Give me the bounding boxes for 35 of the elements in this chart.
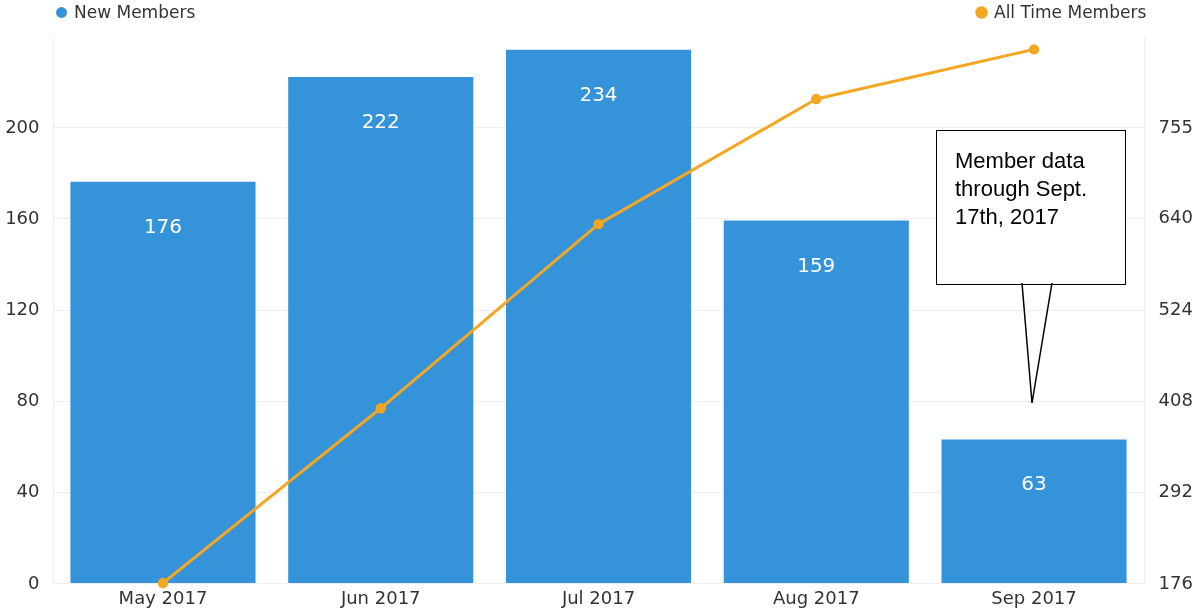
bar [70,181,256,583]
bar [723,220,909,583]
point [375,403,386,414]
y-tick-label: 40 [16,480,40,502]
y2-tick-label: 176 [1158,571,1193,593]
x-tick-label: May 2017 [118,586,208,608]
y2-tick-label: 524 [1158,297,1193,319]
bar [288,77,474,583]
point [157,577,169,589]
y2-tick-label: 408 [1158,388,1193,410]
data-label: 63 [1021,471,1047,496]
y2-tick-label: 755 [1158,115,1193,137]
data-label: 234 [579,81,618,106]
point [811,93,822,105]
y-tick-label: 80 [16,389,40,411]
x-tick-label: Jul 2017 [560,586,636,608]
annotation: Member data through Sept. 17th, 2017 [936,130,1126,285]
y-tick-label: 160 [5,206,40,228]
data-label: 222 [361,109,400,134]
y-tick-label: 200 [5,115,40,137]
x-tick-label: Aug 2017 [772,586,860,608]
y2-tick-label: 292 [1158,480,1193,502]
y2-tick-label: 640 [1158,206,1193,228]
point [1028,44,1040,55]
legend-label: New Members [74,1,196,22]
x-tick-label: Sep 2017 [991,586,1077,608]
bar [941,439,1127,583]
bar [505,49,692,583]
y-tick-label: 120 [5,298,40,319]
data-label: 159 [797,252,836,277]
y-tick-label: 0 [28,571,40,593]
x-tick-label: Jun 2017 [339,586,421,608]
data-label: 176 [143,213,183,238]
legend-label: All Time Members [994,1,1147,22]
point [593,218,604,230]
